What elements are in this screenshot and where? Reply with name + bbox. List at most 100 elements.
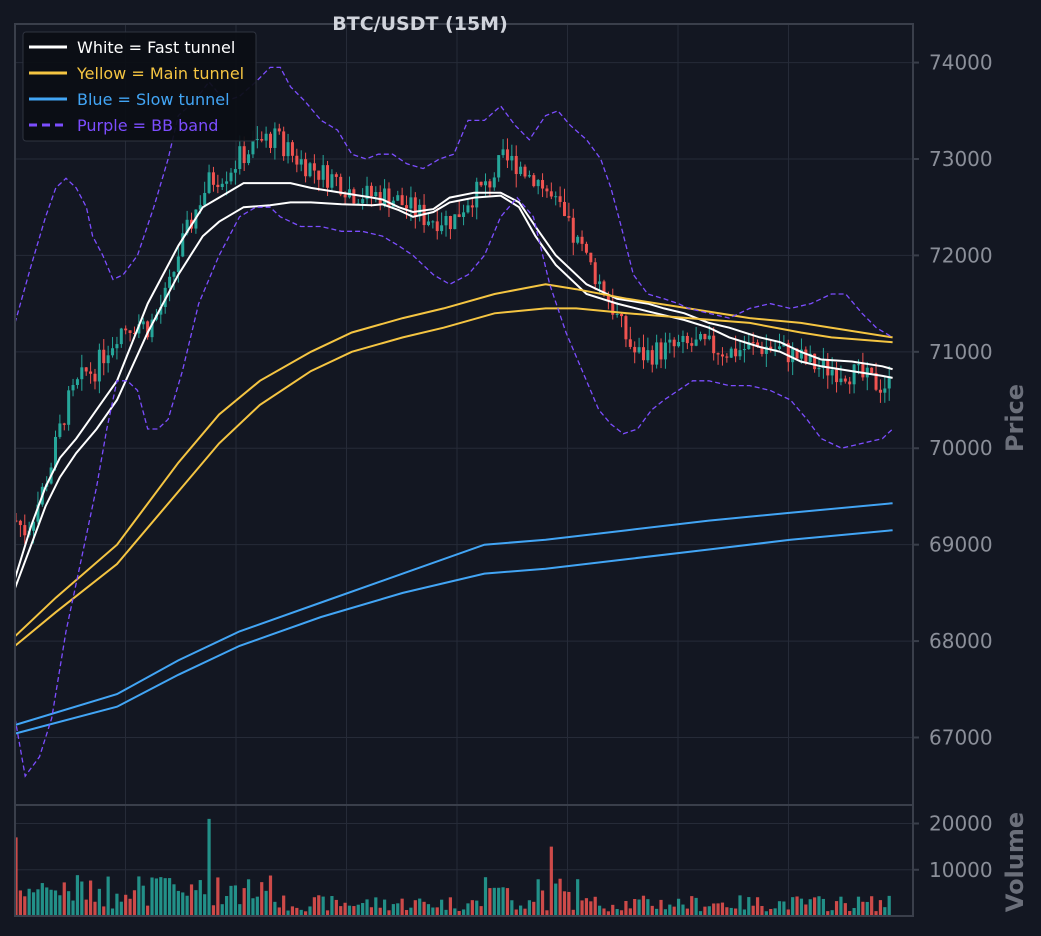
line-fast_upper: [14, 182, 893, 579]
volume-bar: [527, 900, 531, 916]
volume-bar: [102, 906, 106, 916]
volume-bar: [874, 911, 878, 916]
candle-body: [637, 347, 641, 353]
volume-bar: [391, 904, 395, 916]
candle-body: [185, 219, 189, 234]
candle-body: [830, 369, 834, 376]
price-tick-label: 69000: [929, 533, 993, 557]
volume-bar: [260, 882, 264, 916]
volume-bar: [786, 909, 790, 916]
volume-bar: [27, 888, 31, 916]
legend-label-fast: White = Fast tunnel: [77, 38, 235, 57]
volume-bar: [791, 897, 795, 916]
candle-body: [856, 364, 860, 366]
volume-bar: [277, 907, 281, 916]
volume-bar: [878, 900, 883, 916]
candle-body: [168, 276, 172, 288]
volume-bar: [668, 904, 672, 916]
volume-bar: [650, 905, 654, 916]
candle-body: [514, 155, 518, 175]
volume-bar: [804, 904, 808, 916]
volume-bar: [146, 905, 150, 916]
candle-body: [308, 163, 312, 177]
volume-bar: [176, 890, 180, 916]
candle-body: [80, 367, 84, 380]
volume-bar: [404, 910, 409, 916]
volume-bar: [720, 902, 725, 916]
candle-body: [242, 146, 246, 164]
volume-bar: [431, 907, 435, 916]
candle-body: [734, 348, 738, 357]
volume-bar: [400, 898, 404, 916]
candle-body: [220, 183, 224, 187]
candle-body: [426, 221, 430, 226]
volume-bar: [80, 881, 84, 916]
volume-bar: [378, 907, 382, 916]
candle-body: [536, 180, 540, 187]
volume-bar: [479, 906, 483, 916]
volume-bar: [580, 900, 584, 916]
candle-body: [606, 295, 610, 302]
candle-body: [527, 175, 531, 177]
candle-body: [821, 359, 825, 368]
candle-body: [383, 188, 387, 205]
volume-bar: [685, 908, 689, 916]
volume-bar: [532, 901, 536, 916]
price-tick-label: 73000: [929, 147, 993, 171]
candle-body: [716, 353, 720, 355]
volume-bar: [88, 880, 93, 916]
volume-bar: [571, 909, 575, 916]
candle-body: [23, 525, 27, 536]
volume-bar: [519, 905, 523, 916]
candle-body: [198, 205, 202, 210]
line-bb_lower: [14, 196, 894, 778]
legend-box: [22, 31, 257, 142]
volume-bar: [536, 879, 540, 916]
candle-body: [699, 333, 703, 340]
volume-bar: [799, 898, 804, 916]
volume-bar: [255, 896, 259, 916]
indicator-lines: [14, 66, 894, 778]
volume-bar: [488, 888, 492, 916]
candle-body: [466, 205, 470, 213]
volume-bar: [365, 899, 369, 916]
candle-body: [558, 196, 562, 202]
volume-bar: [461, 909, 466, 916]
candle-body: [835, 369, 839, 383]
volume-bar: [93, 901, 97, 916]
volume-bar: [856, 896, 861, 916]
volume-bar: [435, 907, 439, 916]
volume-bar: [646, 899, 650, 916]
candle-body: [593, 262, 597, 285]
volume-bar: [290, 906, 295, 916]
volume-bar: [712, 903, 716, 916]
volume-bar: [304, 911, 308, 916]
candle-body: [264, 133, 268, 141]
candle-body: [510, 155, 514, 161]
volume-bar: [128, 898, 132, 916]
candle-body: [650, 350, 654, 365]
candle-body: [720, 354, 724, 357]
candle-body: [365, 185, 369, 200]
candle-body: [58, 423, 62, 437]
volume-bar: [119, 901, 123, 916]
axis-ticks: 67000 68000 69000 70000 71000 72000 73000 74000…: [913, 51, 993, 882]
volume-tick-label: 10000: [929, 858, 993, 882]
candle-body: [655, 342, 659, 365]
volume-bar: [45, 887, 49, 916]
volume-bar: [185, 895, 189, 916]
volume-bar: [325, 910, 330, 916]
candle-body: [707, 335, 711, 340]
volume-bar: [286, 910, 290, 916]
volume-bars: [14, 818, 891, 916]
candle-body: [887, 376, 891, 389]
candle-body: [304, 159, 308, 177]
candle-body: [361, 199, 365, 204]
candle-body: [62, 423, 66, 425]
volume-bar: [659, 899, 663, 916]
volume-bar: [18, 890, 22, 916]
volume-bar: [694, 897, 698, 916]
candle-body: [102, 349, 106, 364]
